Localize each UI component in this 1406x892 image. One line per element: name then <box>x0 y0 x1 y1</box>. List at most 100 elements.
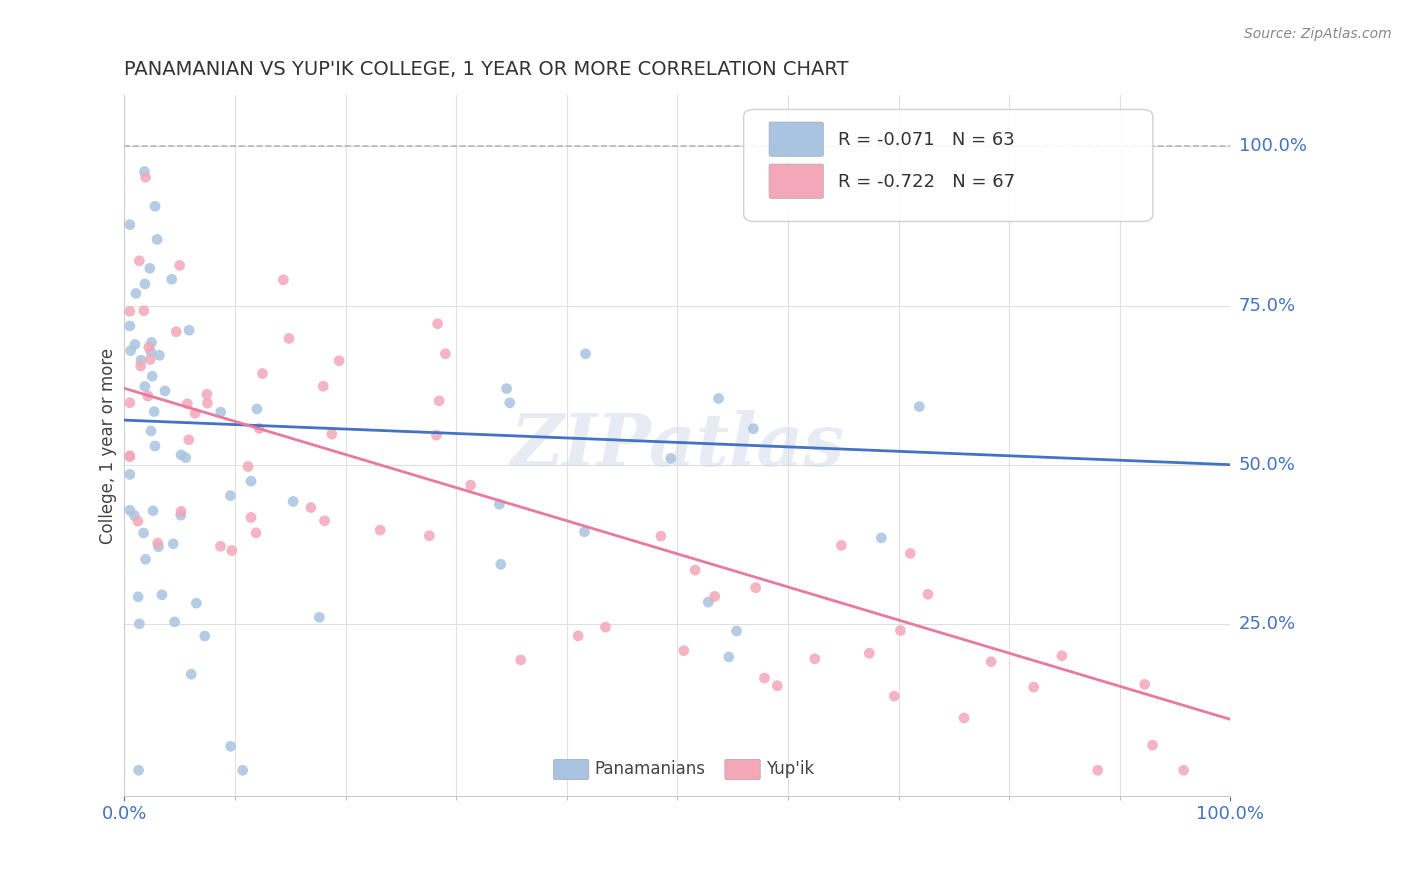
Text: Panamanians: Panamanians <box>595 760 706 778</box>
Point <box>703 590 725 604</box>
Point <box>489 558 512 572</box>
Point <box>184 406 207 420</box>
Point <box>146 536 169 550</box>
Point <box>889 624 911 638</box>
Point <box>1087 764 1109 778</box>
Point <box>142 504 165 518</box>
Point <box>148 348 170 362</box>
Point <box>418 529 440 543</box>
Point <box>127 590 149 604</box>
Point <box>368 523 391 537</box>
Point <box>742 422 765 436</box>
Point <box>883 689 905 703</box>
Point <box>314 514 336 528</box>
Point <box>143 439 166 453</box>
Point <box>766 679 789 693</box>
Point <box>858 646 880 660</box>
Point <box>148 540 170 554</box>
Text: 25.0%: 25.0% <box>1239 615 1296 632</box>
Point <box>143 404 166 418</box>
Point <box>141 335 163 350</box>
Point <box>426 317 449 331</box>
Point <box>460 478 482 492</box>
Point <box>328 353 350 368</box>
Point <box>150 588 173 602</box>
Point <box>118 503 141 517</box>
Text: ZIPatlas: ZIPatlas <box>510 410 845 481</box>
Point <box>908 400 931 414</box>
Point <box>160 272 183 286</box>
Point <box>176 397 198 411</box>
Point <box>717 650 740 665</box>
Point <box>136 389 159 403</box>
Text: 100.0%: 100.0% <box>1239 137 1306 155</box>
Point <box>118 318 141 333</box>
Point <box>186 596 208 610</box>
Point <box>132 303 155 318</box>
Point <box>118 449 141 463</box>
Point <box>163 615 186 629</box>
Point <box>312 379 335 393</box>
Point <box>495 382 517 396</box>
Text: R = -0.071   N = 63: R = -0.071 N = 63 <box>838 130 1014 149</box>
Point <box>219 489 242 503</box>
Point <box>240 474 263 488</box>
Point <box>128 616 150 631</box>
Point <box>499 396 522 410</box>
Point <box>129 353 152 368</box>
Text: PANAMANIAN VS YUP'IK COLLEGE, 1 YEAR OR MORE CORRELATION CHART: PANAMANIAN VS YUP'IK COLLEGE, 1 YEAR OR … <box>124 60 849 78</box>
Point <box>134 552 156 566</box>
FancyBboxPatch shape <box>769 122 824 156</box>
Point <box>165 325 187 339</box>
Point <box>804 652 827 666</box>
Point <box>574 524 596 539</box>
Point <box>1050 648 1073 663</box>
Point <box>153 384 176 398</box>
Point <box>170 508 193 523</box>
Text: 50.0%: 50.0% <box>1239 456 1295 474</box>
Point <box>128 253 150 268</box>
Point <box>118 467 141 482</box>
Point <box>139 424 162 438</box>
Text: Source: ZipAtlas.com: Source: ZipAtlas.com <box>1244 27 1392 41</box>
Point <box>247 421 270 435</box>
Point <box>180 667 202 681</box>
Point <box>321 427 343 442</box>
Point <box>1022 680 1045 694</box>
Point <box>725 624 748 638</box>
Point <box>125 286 148 301</box>
Point <box>980 655 1002 669</box>
Text: R = -0.722   N = 67: R = -0.722 N = 67 <box>838 172 1015 191</box>
Point <box>870 531 893 545</box>
Point <box>434 347 457 361</box>
Point <box>129 359 152 373</box>
Point <box>194 629 217 643</box>
Point <box>509 653 531 667</box>
Point <box>177 433 200 447</box>
Point <box>219 739 242 754</box>
Point <box>683 563 706 577</box>
Point <box>132 526 155 541</box>
Point <box>595 620 617 634</box>
Point <box>1133 677 1156 691</box>
Point <box>574 347 596 361</box>
Point <box>239 510 262 524</box>
Point <box>754 671 776 685</box>
Point <box>174 450 197 465</box>
Point <box>1142 738 1164 752</box>
Point <box>567 629 589 643</box>
Text: 75.0%: 75.0% <box>1239 296 1296 315</box>
FancyBboxPatch shape <box>554 759 589 780</box>
Point <box>308 610 330 624</box>
Point <box>177 323 200 337</box>
Point <box>917 587 939 601</box>
Point <box>139 261 162 276</box>
Point <box>118 395 141 409</box>
Point <box>425 428 447 442</box>
Point <box>252 367 274 381</box>
Y-axis label: College, 1 year or more: College, 1 year or more <box>100 348 117 543</box>
Point <box>650 529 672 543</box>
Point <box>273 273 295 287</box>
Point <box>146 232 169 246</box>
Point <box>127 514 149 528</box>
